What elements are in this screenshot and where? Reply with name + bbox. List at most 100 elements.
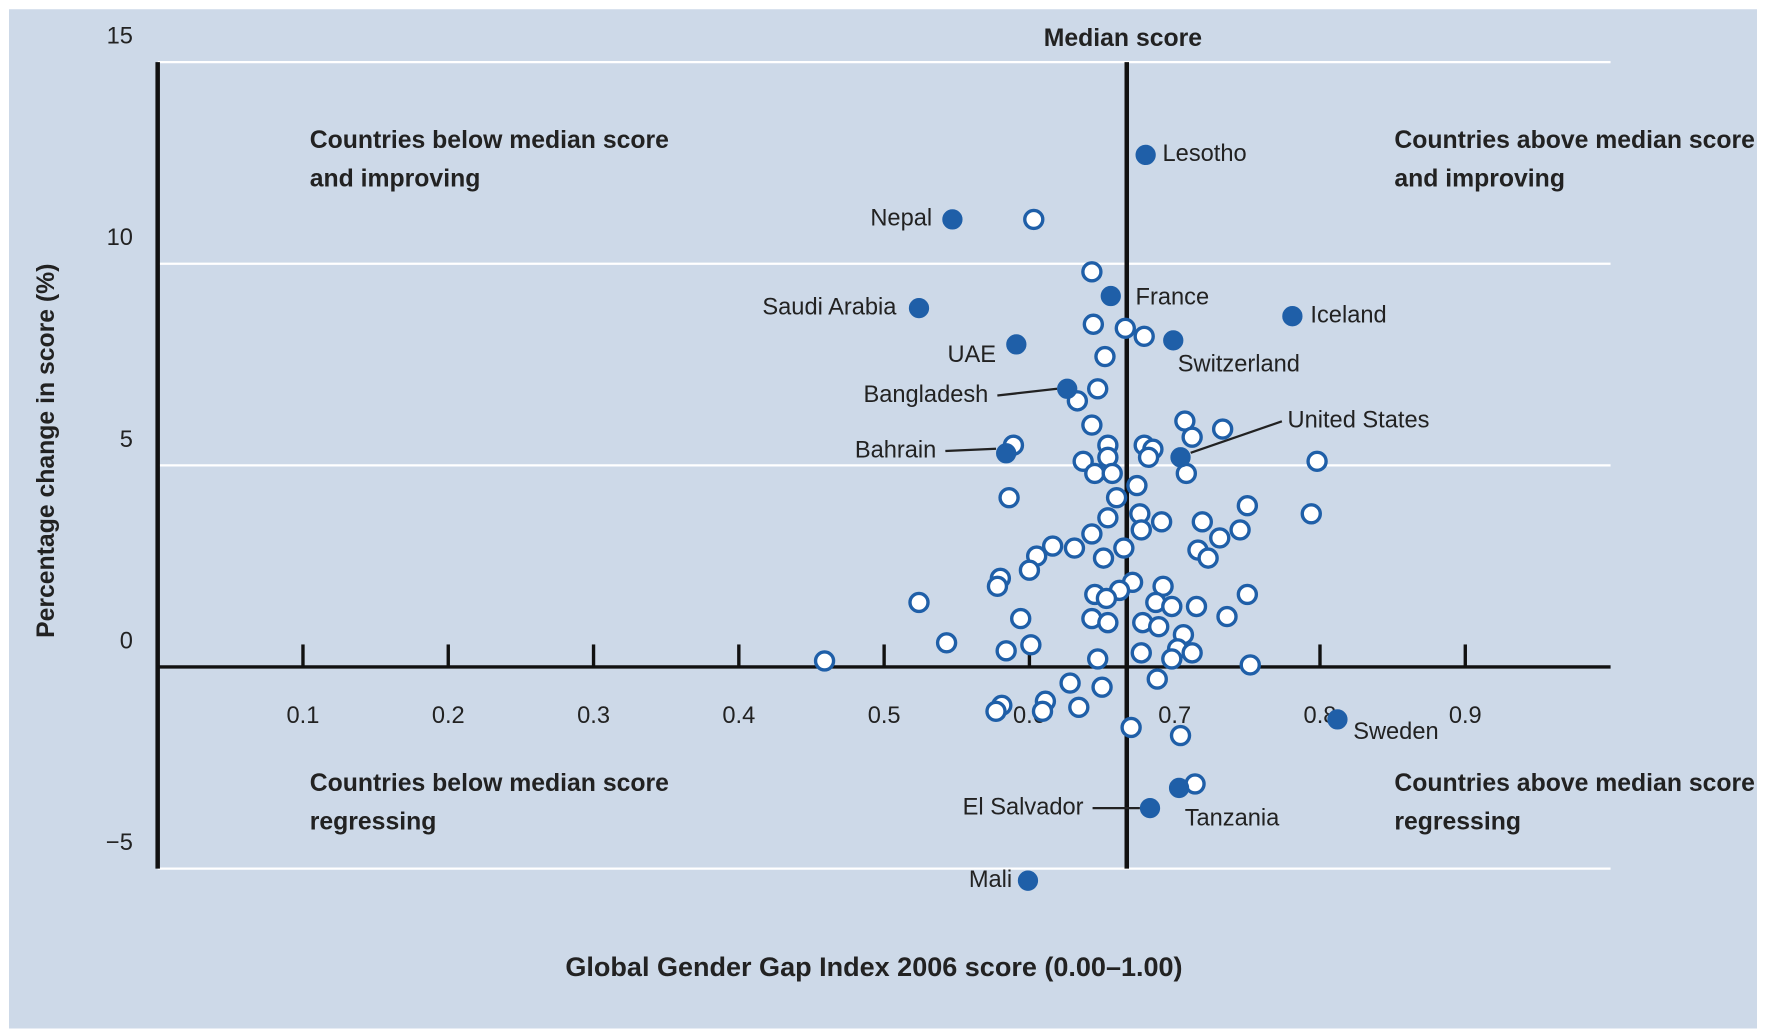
point (1161, 595, 1183, 618)
labeled-point (1327, 709, 1348, 730)
point (1181, 426, 1203, 448)
point (1229, 519, 1251, 541)
y-tick-label: 0 (120, 628, 133, 654)
x-tick-label: 0.1 (287, 703, 320, 729)
point-label: Sweden (1353, 719, 1438, 745)
x-axis-label: Global Gender Gap Index 2006 score (0.00… (565, 952, 1182, 982)
point (1059, 672, 1081, 694)
labeled-point (1017, 870, 1039, 891)
x-tick-label: 0.7 (1158, 703, 1191, 729)
point (813, 650, 836, 672)
point (985, 700, 1007, 723)
point (1063, 537, 1086, 559)
point (1081, 414, 1103, 436)
point (1120, 716, 1142, 739)
point (1239, 654, 1261, 676)
labeled-point (1135, 144, 1156, 166)
point (935, 632, 958, 654)
point (995, 640, 1017, 662)
point-label: El Salvador (963, 794, 1084, 820)
labeled-point (1168, 777, 1190, 799)
point (1023, 208, 1045, 231)
y-tick-label: −5 (106, 830, 133, 856)
point (1092, 547, 1115, 569)
point-label: Iceland (1310, 302, 1386, 328)
labeled-point (908, 297, 930, 319)
y-tick-label: 15 (107, 24, 133, 50)
x-tick-label: 0.4 (722, 703, 755, 729)
annotation: Countries below median score regressing (310, 770, 669, 835)
point (1161, 648, 1183, 670)
point (1236, 495, 1259, 517)
point (1130, 519, 1152, 541)
point (1114, 317, 1137, 339)
point (1094, 345, 1116, 368)
point (1146, 668, 1168, 690)
point (908, 591, 930, 614)
leader-line (997, 387, 1058, 397)
point (1101, 462, 1123, 485)
point (1216, 605, 1238, 628)
point (1306, 450, 1328, 473)
point (1211, 418, 1234, 440)
point (1169, 724, 1192, 747)
y-tick-label: 10 (107, 225, 133, 251)
panel (9, 9, 1757, 1029)
y-tick-label: 5 (120, 427, 133, 453)
point (1095, 587, 1118, 610)
point-label: United States (1288, 408, 1430, 434)
point (1031, 700, 1054, 723)
point-label: Lesotho (1163, 141, 1247, 167)
point (1126, 474, 1148, 497)
y-axis-label: Percentage change in score (%) (33, 264, 60, 638)
point-label: Tanzania (1185, 806, 1280, 832)
annotation-line: regressing (1394, 808, 1521, 835)
point (1236, 583, 1259, 606)
annotation: Countries above median score regressing (1394, 770, 1755, 835)
annotation-line: Countries below median score (310, 770, 669, 797)
labeled-point (1139, 797, 1161, 819)
point (1087, 378, 1109, 400)
labeled-point (1057, 378, 1078, 399)
annotation-line: Countries above median score (1394, 770, 1755, 797)
annotation-line: Countries above median score (1394, 127, 1755, 154)
point (1097, 507, 1119, 529)
point (1081, 261, 1103, 283)
point (1137, 446, 1160, 469)
point (1209, 527, 1231, 549)
point-label: Saudi Arabia (762, 294, 897, 320)
labeled-point (996, 443, 1017, 464)
annotation: Countries above median score and improvin… (1394, 127, 1755, 192)
point-label: Bahrain (855, 437, 936, 463)
point-label: Nepal (870, 206, 932, 232)
point (1041, 535, 1064, 557)
annotation-line: regressing (310, 808, 437, 835)
point-label: France (1136, 285, 1210, 311)
x-tick-label: 0.9 (1449, 703, 1482, 729)
annotation-line: and improving (310, 165, 481, 192)
labeled-point (1170, 447, 1191, 468)
point (1082, 313, 1105, 335)
point (1113, 537, 1135, 559)
point (1087, 648, 1109, 670)
x-tick-label: 0.3 (577, 703, 610, 729)
point (1084, 462, 1106, 485)
point (1181, 642, 1203, 664)
labeled-point (942, 209, 963, 230)
annotation-line: and improving (1394, 165, 1565, 192)
point (1130, 642, 1152, 664)
point (1018, 559, 1041, 581)
leader-line (945, 447, 997, 453)
labeled-point (1100, 285, 1121, 307)
point-label: Mali (969, 867, 1012, 893)
point (1197, 547, 1219, 569)
point (1105, 486, 1128, 509)
point (1020, 634, 1042, 656)
point (998, 486, 1020, 509)
median-label: Median score (1044, 25, 1202, 52)
point (986, 575, 1009, 598)
x-tick-label: 0.2 (432, 703, 465, 729)
point (1150, 511, 1173, 533)
point-label: Switzerland (1178, 351, 1300, 377)
